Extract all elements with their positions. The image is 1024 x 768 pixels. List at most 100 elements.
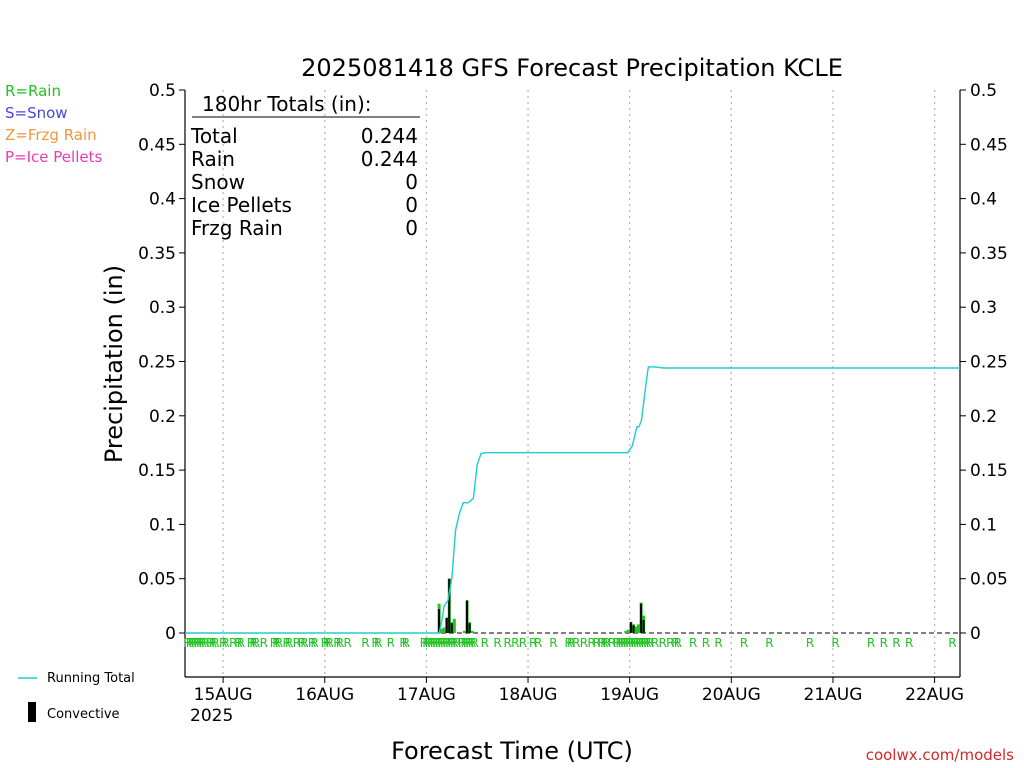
ptype-marker-73: R — [580, 636, 588, 650]
precip-bar-1 — [440, 628, 444, 633]
ptype-marker-109: R — [905, 636, 913, 650]
ptype-marker-46: R — [430, 636, 438, 650]
ptype-marker-36: R — [361, 636, 369, 650]
ptype-marker-23: R — [282, 636, 290, 650]
convective-bar-9 — [642, 619, 645, 633]
convective-bar-5 — [468, 623, 471, 633]
convective-bar-1 — [445, 617, 448, 633]
ptype-marker-29: R — [310, 636, 318, 650]
ptype-marker-87: R — [631, 636, 639, 650]
ptype-marker-91: R — [641, 636, 649, 650]
ptype-marker-83: R — [620, 636, 628, 650]
ptype-marker-104: R — [806, 636, 814, 650]
ptype-marker-88: R — [633, 636, 641, 650]
y-tick-label-right-2: 0.1 — [970, 515, 997, 535]
ptype-marker-82: R — [618, 636, 626, 650]
ptype-marker-64: R — [504, 636, 512, 650]
ptype-marker-27: R — [300, 636, 308, 650]
ptype-marker-1: R — [186, 636, 194, 650]
chart-title: 2025081418 GFS Forecast Precipitation KC… — [301, 54, 843, 82]
watermark: coolwx.com/models — [866, 746, 1014, 764]
ptype-marker-66: R — [519, 636, 527, 650]
totals-row-value-3: 0 — [405, 193, 418, 217]
totals-rows: Total 0.244 Rain 0.244 Snow 0 Ice Pellets 0 Frzg… — [190, 124, 418, 240]
ptype-marker-102: R — [740, 636, 748, 650]
convective-bar-2 — [448, 578, 451, 633]
ptype-marker-47: R — [432, 636, 440, 650]
x-axis-label: Forecast Time (UTC) — [391, 737, 633, 765]
ptype-legend: R=Rain S=Snow Z=Frzg Rain P=Ice Pellets — [5, 82, 102, 166]
ptype-marker-81: R — [615, 636, 623, 650]
y-tick-label-left-1: 0.05 — [138, 570, 176, 590]
ptype-marker-12: R — [221, 636, 229, 650]
year-label: 2025 — [190, 706, 233, 726]
totals-heading: 180hr Totals (in): — [202, 92, 372, 116]
ptype-marker-57: R — [460, 636, 468, 650]
ptype-marker-93: R — [646, 636, 654, 650]
ptype-legend-item-0: R=Rain — [5, 82, 61, 100]
ptype-marker-79: R — [608, 636, 616, 650]
y-tick-label-left-8: 0.4 — [149, 190, 176, 210]
y-tick-label-left-9: 0.45 — [138, 135, 176, 155]
convective-bar-6 — [629, 622, 632, 633]
y-tick-label-right-8: 0.4 — [970, 190, 997, 210]
ptype-marker-10: R — [211, 636, 219, 650]
precip-bar-15 — [634, 626, 638, 633]
ptype-marker-53: R — [448, 636, 456, 650]
ptype-marker-2: R — [188, 636, 196, 650]
x-tick-label-7: 22AUG — [905, 685, 964, 705]
y-tick-label-left-2: 0.1 — [149, 515, 176, 535]
ptype-marker-96: R — [666, 636, 674, 650]
y-tick-label-right-0: 0 — [970, 624, 981, 644]
ptype-marker-94: R — [651, 636, 659, 650]
convective-bar-0 — [438, 609, 441, 633]
x-tick-label-4: 19AUG — [600, 685, 659, 705]
ptype-marker-110: R — [948, 636, 956, 650]
ptype-marker-108: R — [892, 636, 900, 650]
series-legend-label-1: Convective — [47, 707, 120, 722]
ptype-marker-101: R — [714, 636, 722, 650]
y-tick-label-left-4: 0.2 — [149, 407, 176, 427]
ptype-marker-50: R — [440, 636, 448, 650]
ptype-marker-71: R — [567, 636, 575, 650]
ptype-marker-41: R — [402, 636, 410, 650]
totals-box: 180hr Totals (in): Total 0.244 Rain 0.244 Sn… — [190, 92, 420, 240]
ptype-marker-86: R — [628, 636, 636, 650]
y-tick-label-left-0: 0 — [165, 624, 176, 644]
ptype-marker-89: R — [636, 636, 644, 650]
y-tick-label-left-10: 0.5 — [149, 81, 176, 101]
ptype-marker-39: R — [387, 636, 395, 650]
convective-bar-8 — [640, 603, 643, 633]
ptype-marker-61: R — [471, 636, 479, 650]
ptype-marker-0: R — [183, 636, 191, 650]
ptype-marker-20: R — [270, 636, 278, 650]
y-tick-label-left-5: 0.25 — [138, 353, 176, 373]
ptype-marker-17: R — [249, 636, 257, 650]
precip-bar-2 — [442, 627, 446, 633]
ptype-marker-74: R — [587, 636, 595, 650]
ptype-marker-65: R — [511, 636, 519, 650]
ptype-marker-16: R — [247, 636, 255, 650]
ptype-marker-35: R — [343, 636, 351, 650]
ptype-marker-43: R — [422, 636, 430, 650]
totals-row-value-4: 0 — [405, 216, 418, 240]
y-tick-label-right-10: 0.5 — [970, 81, 997, 101]
ptype-marker-18: R — [252, 636, 260, 650]
ptype-marker-103: R — [765, 636, 773, 650]
ptype-marker-63: R — [493, 636, 501, 650]
x-axis: 15AUG 16AUG 17AUG 18AUG 19AUG 20AUG 21AUG 22AUG — [194, 677, 964, 705]
ptype-marker-67: R — [529, 636, 537, 650]
ptype-marker-70: R — [565, 636, 573, 650]
ptype-marker-22: R — [275, 636, 283, 650]
y-tick-label-right-6: 0.3 — [970, 298, 997, 318]
ptype-marker-5: R — [196, 636, 204, 650]
ptype-marker-38: R — [374, 636, 382, 650]
vertical-gridlines — [222, 90, 936, 677]
precip-bar-16 — [637, 624, 641, 633]
legend-swatch-convective — [28, 702, 36, 722]
plot-frame — [184, 90, 961, 678]
ptype-marker-44: R — [425, 636, 433, 650]
y-tick-label-right-4: 0.2 — [970, 407, 997, 427]
